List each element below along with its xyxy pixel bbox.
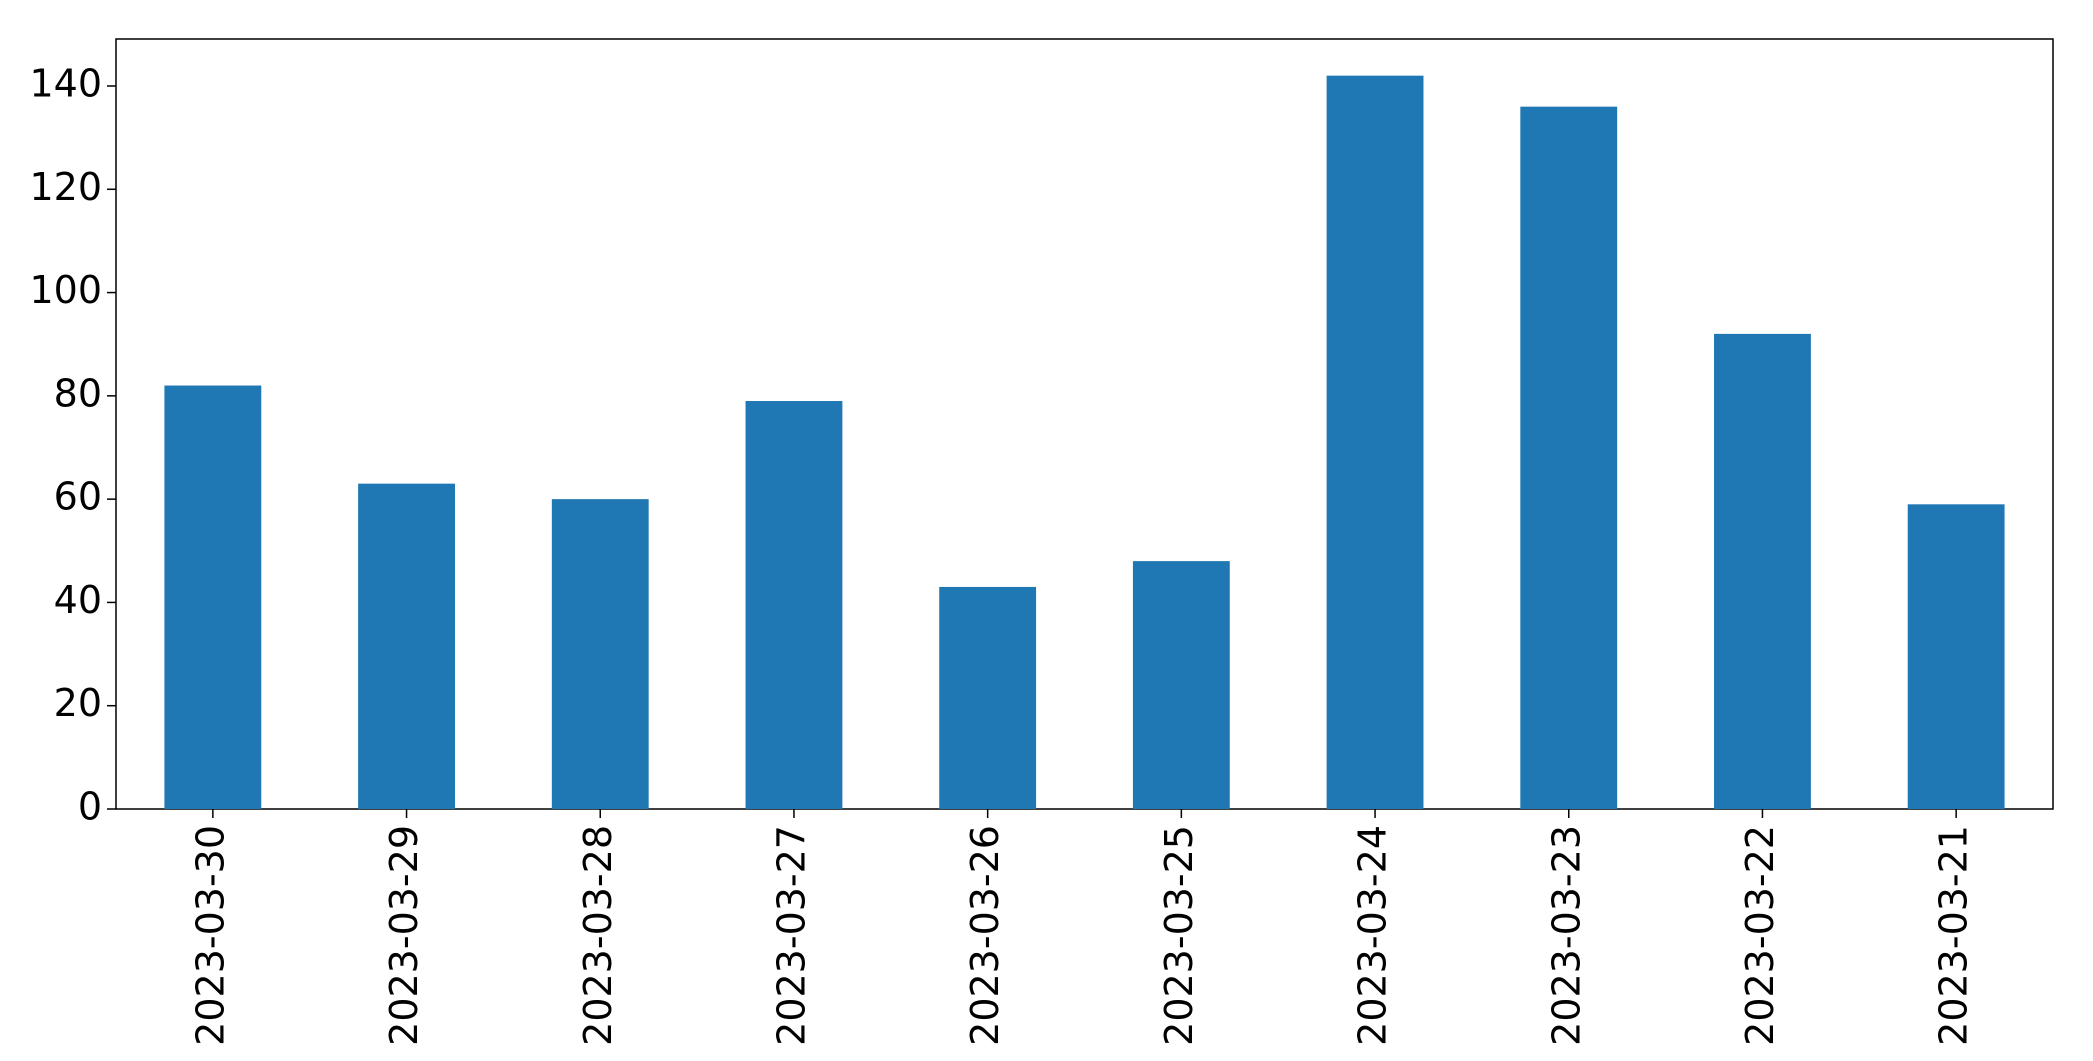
bar (1132, 561, 1230, 809)
y-tick-label: 120 (29, 165, 102, 209)
y-tick-label: 20 (54, 681, 102, 725)
y-tick-label: 100 (29, 268, 102, 312)
bar (164, 385, 262, 809)
bar (939, 586, 1037, 809)
x-tick-label: 2023-03-21 (1932, 825, 1976, 1046)
bar (1714, 333, 1811, 809)
x-tick-label: 2023-03-26 (963, 825, 1007, 1046)
x-tick-label: 2023-03-23 (1544, 825, 1588, 1046)
bar (1907, 504, 2005, 809)
x-tick-label: 2023-03-28 (576, 825, 620, 1046)
y-tick-label: 40 (54, 578, 102, 622)
x-tick-label: 2023-03-22 (1738, 825, 1782, 1046)
bar (358, 483, 455, 809)
y-tick-label: 80 (54, 371, 102, 415)
x-tick-label: 2023-03-25 (1157, 825, 1201, 1046)
x-tick-label: 2023-03-24 (1351, 825, 1395, 1046)
bar (1326, 75, 1424, 809)
bar (745, 401, 843, 809)
plot-frame (115, 38, 2054, 810)
bar (551, 499, 649, 809)
bar (1520, 106, 1618, 809)
y-tick-label: 0 (78, 785, 102, 829)
y-tick-label: 140 (29, 61, 102, 105)
x-tick-label: 2023-03-29 (382, 825, 426, 1046)
x-tick-label: 2023-03-27 (769, 825, 813, 1046)
y-tick-label: 60 (54, 475, 102, 519)
x-tick-label: 2023-03-30 (188, 825, 232, 1046)
